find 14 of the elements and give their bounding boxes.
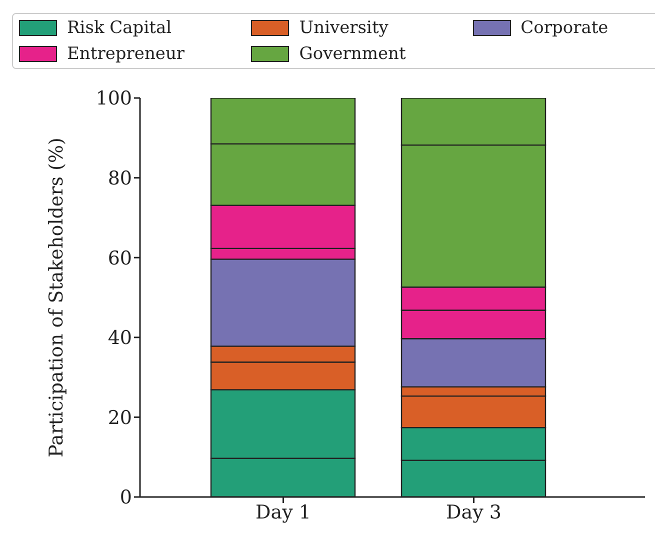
y-tick-label: 80 bbox=[108, 168, 132, 190]
x-tick-label: Day 3 bbox=[446, 501, 502, 524]
legend-label: Corporate bbox=[520, 18, 608, 38]
y-tick-label: 60 bbox=[108, 247, 132, 270]
y-tick-label: 20 bbox=[108, 406, 132, 429]
legend-label: Risk Capital bbox=[67, 18, 172, 38]
legend-label: Government bbox=[299, 44, 406, 64]
y-axis-title: Participation of Stakeholders (%) bbox=[46, 138, 68, 458]
legend-label: University bbox=[299, 18, 388, 38]
x-tick-label: Day 1 bbox=[256, 501, 311, 524]
y-tick-label: 100 bbox=[96, 88, 132, 110]
y-tick-label: 0 bbox=[120, 486, 132, 509]
y-tick-label: 40 bbox=[108, 327, 132, 350]
legend-label: Entrepreneur bbox=[67, 44, 185, 64]
